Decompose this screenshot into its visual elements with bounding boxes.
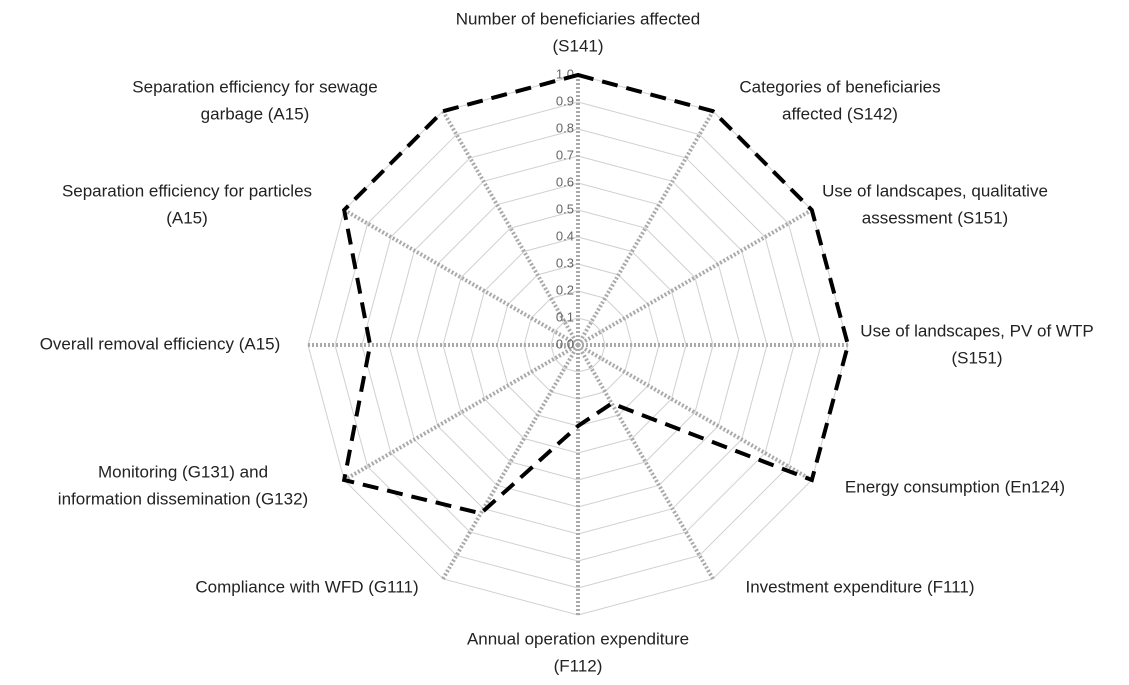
axis-label: Separation efficiency for particles xyxy=(62,181,312,200)
axis-label: Number of beneficiaries affected xyxy=(456,9,700,28)
axis-label: garbage (A15) xyxy=(201,104,310,123)
axis-spoke xyxy=(441,343,580,580)
axis-label: Categories of beneficiaries xyxy=(739,77,940,96)
axis-label: (A15) xyxy=(166,208,208,227)
r-tick-label: 0.7 xyxy=(556,147,574,162)
r-tick-label: 0.3 xyxy=(556,255,574,270)
axis-label: Compliance with WFD (G111) xyxy=(195,577,418,596)
axis-label: assessment (S151) xyxy=(862,208,1008,227)
r-tick-label: 0.9 xyxy=(556,93,574,108)
axis-label: Separation efficiency for sewage xyxy=(132,77,377,96)
axis-spoke xyxy=(343,343,579,482)
r-tick-label: 0.1 xyxy=(556,309,574,324)
axis-label: (S151) xyxy=(951,348,1002,367)
axis-label: affected (S142) xyxy=(782,104,898,123)
axis-label: Use of landscapes, qualitative xyxy=(822,181,1048,200)
grid-ring xyxy=(334,101,822,589)
axis-spoke xyxy=(576,208,813,347)
axis-label: Use of landscapes, PV of WTP xyxy=(860,321,1093,340)
r-tick-label: 0.5 xyxy=(556,201,574,216)
axis-label: Energy consumption (En124) xyxy=(845,477,1065,496)
axis-spoke xyxy=(576,343,813,482)
axis-label: Overall removal efficiency (A15) xyxy=(40,334,281,353)
r-tick-label: 0.6 xyxy=(556,174,574,189)
axis-label: Monitoring (G131) and xyxy=(98,462,268,481)
grid-ring xyxy=(442,209,714,481)
axis-label: (F112) xyxy=(554,656,603,675)
r-tick-label: 0.0 xyxy=(556,336,574,351)
axis-label: information dissemination (G132) xyxy=(58,489,308,508)
r-tick-label: 0.8 xyxy=(556,120,574,135)
axis-label: (S141) xyxy=(552,36,603,55)
r-tick-label: 0.4 xyxy=(556,228,574,243)
series-line xyxy=(341,72,851,516)
axis-label: Investment expenditure (F111) xyxy=(746,577,975,596)
grid-ring xyxy=(550,317,606,373)
r-tick-label: 0.2 xyxy=(556,282,574,297)
axis-spoke xyxy=(343,208,579,347)
axis-spoke xyxy=(576,110,715,347)
axis-label: Annual operation expenditure xyxy=(467,629,689,648)
axis-spoke xyxy=(441,110,580,347)
axis-spoke xyxy=(576,343,715,580)
